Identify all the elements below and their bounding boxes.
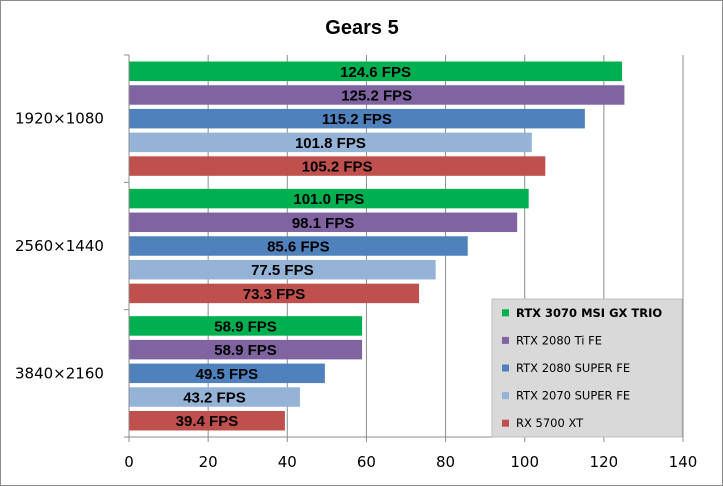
bar-rtx-2080-ti-fe-2 — [129, 339, 363, 360]
bar-rtx-2070-super-fe-0 — [129, 132, 532, 153]
legend-swatch — [502, 336, 509, 344]
bar-value-label: 58.9 FPS — [214, 342, 277, 359]
x-tick-label: 140 — [669, 453, 698, 471]
bar-rx-5700-xt-2 — [129, 410, 285, 431]
legend-swatch — [502, 309, 509, 317]
x-tick-label: 40 — [278, 453, 297, 471]
category-label: 2560×1440 — [15, 237, 104, 255]
bar-value-label: 101.0 FPS — [293, 191, 364, 208]
bar-rx-5700-xt-0 — [129, 156, 546, 176]
legend-label: RX 5700 XT — [516, 416, 584, 430]
legend-label: RTX 2070 SUPER FE — [516, 389, 630, 403]
category-label: 1920×1080 — [15, 110, 104, 128]
bar-rtx-2080-super-fe-1 — [129, 236, 468, 256]
chart-title: Gears 5 — [325, 17, 398, 39]
legend-swatch — [502, 419, 509, 427]
legend-label: RTX 2080 Ti FE — [516, 333, 602, 347]
legend-swatch — [502, 392, 509, 400]
x-tick-label: 60 — [357, 453, 376, 471]
bar-value-label: 125.2 FPS — [341, 87, 412, 104]
bar-value-label: 85.6 FPS — [267, 239, 330, 256]
bar-value-label: 98.1 FPS — [292, 215, 355, 232]
bar-rtx-2070-super-fe-2 — [129, 387, 300, 407]
bar-value-label: 124.6 FPS — [340, 64, 411, 81]
bar-rx-5700-xt-1 — [129, 283, 420, 304]
bar-value-label: 73.3 FPS — [243, 286, 306, 303]
legend-box — [491, 298, 683, 438]
bar-rtx-2080-super-fe-2 — [129, 363, 325, 384]
bar-rtx-2080-ti-fe-0 — [129, 85, 625, 105]
legend-label: RTX 3070 MSI GX TRIO — [516, 306, 662, 320]
x-tick-label: 80 — [436, 453, 455, 471]
bar-value-label: 101.8 FPS — [295, 135, 366, 152]
legend-label: RTX 2080 SUPER FE — [516, 361, 630, 375]
bar-rtx-2080-ti-fe-1 — [129, 212, 518, 233]
bar-rtx-2070-super-fe-1 — [129, 259, 436, 280]
bar-value-label: 43.2 FPS — [183, 390, 246, 407]
x-tick-label: 100 — [510, 453, 539, 471]
bar-rtx-3070-msi-gx-trio-1 — [129, 188, 529, 209]
bar-rtx-2080-super-fe-0 — [129, 108, 585, 129]
bar-value-label: 49.5 FPS — [196, 366, 259, 383]
bar-value-label: 58.9 FPS — [214, 318, 277, 335]
x-tick-label: 0 — [124, 453, 134, 471]
bar-value-label: 39.4 FPS — [176, 413, 239, 430]
bar-value-label: 115.2 FPS — [322, 111, 392, 128]
bar-value-label: 105.2 FPS — [302, 159, 373, 176]
x-tick-label: 20 — [199, 453, 218, 471]
bar-value-label: 77.5 FPS — [251, 262, 314, 279]
bar-rtx-3070-msi-gx-trio-2 — [129, 316, 363, 336]
legend-swatch — [502, 364, 509, 372]
category-label: 3840×2160 — [15, 364, 104, 382]
x-tick-label: 120 — [590, 453, 619, 471]
bar-rtx-3070-msi-gx-trio-0 — [129, 61, 623, 82]
